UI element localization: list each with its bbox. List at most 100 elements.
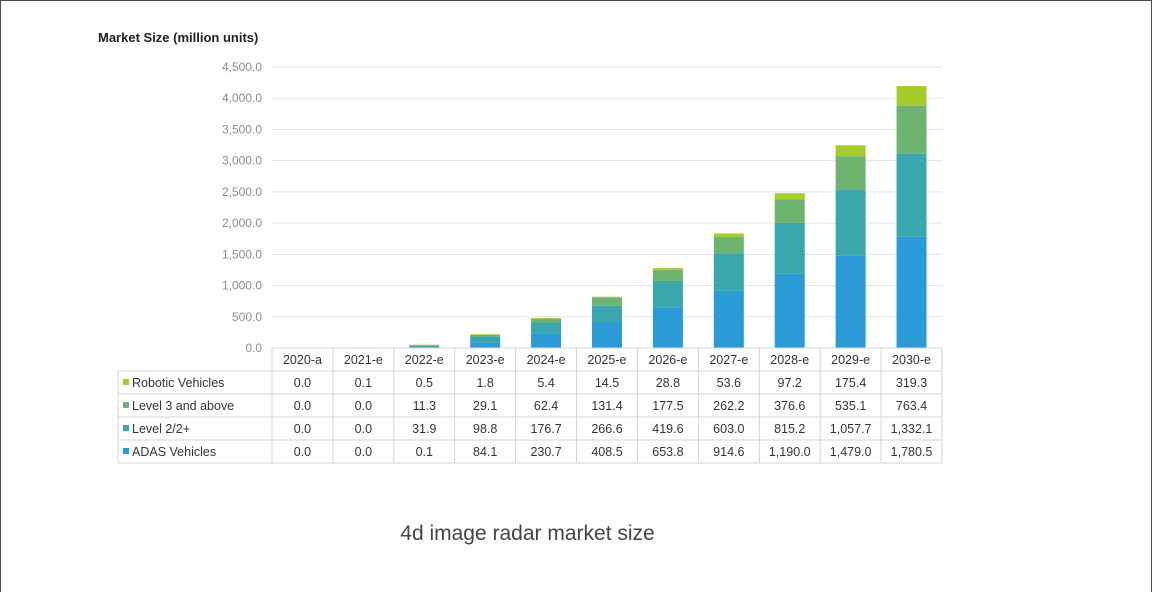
y-tick-label: 2,500.0 [222, 185, 262, 199]
bar-segment [774, 273, 805, 348]
bar-segment [896, 105, 927, 154]
bar-segment [835, 189, 866, 256]
x-category-label: 2021-e [344, 353, 383, 367]
bar-segment [592, 305, 622, 323]
y-tick-label: 1,000.0 [222, 279, 262, 293]
bar-segment [835, 156, 866, 190]
y-tick-label: 500.0 [232, 310, 262, 324]
x-category-label: 2030-e [892, 353, 931, 367]
data-label: 176.7 [530, 422, 561, 436]
legend-swatch [123, 379, 129, 385]
data-label: 28.8 [656, 376, 680, 390]
data-label: 0.0 [355, 422, 372, 436]
bar-segment [592, 322, 622, 348]
bar-segment [470, 334, 501, 337]
legend-swatch [123, 448, 129, 454]
x-category-label: 2020-a [283, 353, 322, 367]
x-category-label: 2028-e [770, 353, 809, 367]
bar-segment [592, 296, 622, 298]
data-label: 266.6 [591, 422, 622, 436]
data-label: 0.0 [355, 399, 372, 413]
bar-segment [896, 236, 927, 348]
data-label: 177.5 [652, 399, 683, 413]
data-label: 0.5 [416, 376, 433, 390]
bar-segment [835, 145, 866, 157]
data-label: 11.3 [413, 399, 436, 413]
bar-segment [531, 318, 562, 319]
data-label: 0.0 [294, 376, 311, 390]
data-label: 603.0 [713, 422, 744, 436]
data-label: 419.6 [652, 422, 683, 436]
data-label: 1,190.0 [769, 445, 811, 459]
data-label: 98.8 [473, 422, 497, 436]
legend-label: ADAS Vehicles [132, 445, 216, 459]
data-label: 31.9 [412, 422, 436, 436]
data-label: 763.4 [896, 399, 927, 413]
bar-segment [652, 269, 683, 281]
data-label: 1,479.0 [830, 445, 872, 459]
x-category-label: 2029-e [831, 353, 870, 367]
legend-swatch [123, 425, 129, 431]
bar-segment [713, 253, 744, 291]
y-tick-label: 4,000.0 [222, 91, 262, 105]
data-label: 0.0 [294, 399, 311, 413]
data-label: 14.5 [595, 376, 619, 390]
data-label: 84.1 [473, 445, 497, 459]
data-label: 5.4 [537, 376, 554, 390]
y-axis-title: Market Size (million units) [98, 30, 259, 45]
data-label: 1,057.7 [830, 422, 872, 436]
x-category-label: 2023-e [466, 353, 505, 367]
legend-label: Level 2/2+ [132, 422, 190, 436]
data-label: 0.0 [355, 445, 372, 459]
bar-segment [531, 318, 562, 323]
x-category-label: 2022-e [405, 353, 444, 367]
bar-segment [592, 297, 622, 306]
x-category-label: 2027-e [709, 353, 748, 367]
figure-caption: 4d image radar market size [400, 522, 655, 545]
bar-segment [470, 334, 501, 335]
data-label: 535.1 [835, 399, 866, 413]
bar-segment [470, 342, 501, 348]
y-tick-label: 3,000.0 [222, 154, 262, 168]
data-label: 0.1 [355, 376, 372, 390]
data-label: 62.4 [534, 399, 558, 413]
data-label: 0.0 [294, 422, 311, 436]
bar-segment [713, 233, 744, 237]
x-category-label: 2024-e [527, 353, 566, 367]
legend-label: Level 3 and above [132, 399, 234, 413]
data-label: 1,780.5 [891, 445, 933, 459]
bar-segment [409, 346, 440, 348]
legend-swatch [123, 402, 129, 408]
data-label: 653.8 [652, 445, 683, 459]
y-tick-label: 3,500.0 [222, 122, 262, 136]
data-label: 815.2 [774, 422, 805, 436]
y-tick-label: 1,500.0 [222, 247, 262, 261]
data-label: 1,332.1 [891, 422, 933, 436]
bar-segment [409, 345, 440, 347]
data-label: 0.0 [294, 445, 311, 459]
bar-segment [652, 280, 683, 308]
data-label: 230.7 [530, 445, 561, 459]
bar-segment [774, 222, 805, 274]
x-category-label: 2026-e [648, 353, 687, 367]
x-category-label: 2025-e [588, 353, 627, 367]
bar-segment [652, 268, 683, 270]
data-label: 53.6 [717, 376, 741, 390]
data-label: 0.1 [416, 445, 433, 459]
y-tick-label: 2,000.0 [222, 216, 262, 230]
bar-segment [896, 153, 927, 237]
bar-segment [531, 333, 562, 348]
bar-segment [652, 307, 683, 348]
data-label: 175.4 [835, 376, 866, 390]
data-label: 29.1 [473, 399, 497, 413]
data-label: 131.4 [591, 399, 622, 413]
bar-segment [774, 199, 805, 223]
bar-segment [713, 290, 744, 348]
data-label: 914.6 [713, 445, 744, 459]
data-label: 1.8 [476, 376, 493, 390]
y-tick-label: 4,500.0 [222, 60, 262, 74]
bar-segment [409, 344, 440, 346]
legend-label: Robotic Vehicles [132, 376, 224, 390]
data-label: 319.3 [896, 376, 927, 390]
